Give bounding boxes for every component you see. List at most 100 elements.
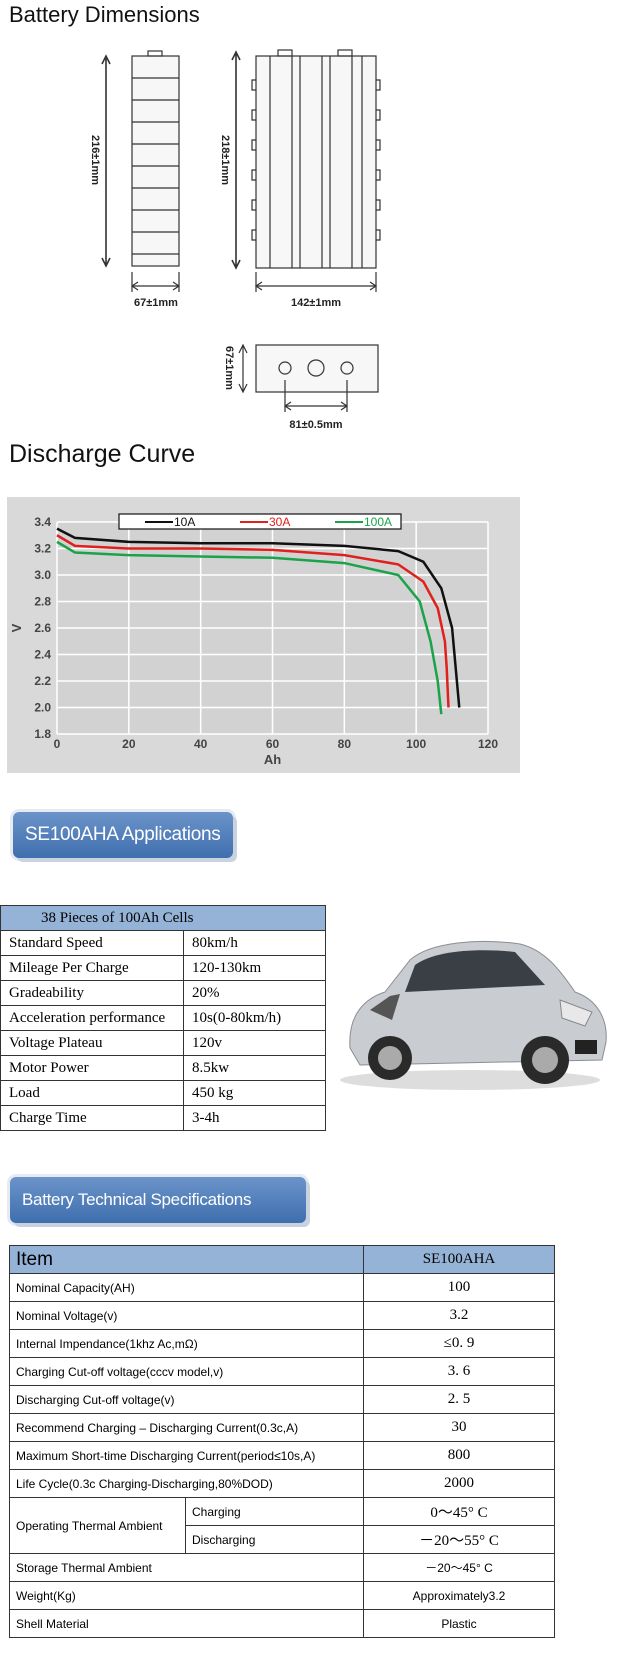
table-cell: Item bbox=[9, 1245, 364, 1274]
legend-label: 30A bbox=[269, 515, 290, 529]
table-cell: 38 Pieces of 100Ah Cells bbox=[0, 905, 326, 931]
dimension-label: 218±1mm bbox=[219, 135, 231, 185]
table-cell: 8.5kw bbox=[183, 1055, 326, 1081]
table-cell: Approximately3.2 bbox=[363, 1581, 555, 1610]
table-cell: Charge Time bbox=[0, 1105, 184, 1131]
table-row: Nominal Capacity(AH) 100 bbox=[9, 1273, 555, 1302]
table-row: Nominal Voltage(v) 3.2 bbox=[9, 1301, 555, 1330]
data-line bbox=[56, 527, 461, 708]
table-row: Discharging Cut-off voltage(v) 2. 5 bbox=[9, 1385, 555, 1414]
table-row: 38 Pieces of 100Ah Cells bbox=[0, 905, 326, 931]
table-cell: Nominal Capacity(AH) bbox=[9, 1273, 364, 1302]
table-row: Gradeability 20% bbox=[0, 980, 326, 1006]
table-cell: Discharging bbox=[185, 1525, 364, 1554]
data-line bbox=[56, 534, 450, 708]
table-row: Charge Time 3-4h bbox=[0, 1105, 326, 1131]
table-cell: 450 kg bbox=[183, 1080, 326, 1106]
y-tick-label: 1.8 bbox=[34, 727, 51, 741]
table-cell: ≤0. 9 bbox=[363, 1329, 555, 1358]
dimension-label: 67±1mm bbox=[223, 346, 235, 390]
y-tick-label: 2.0 bbox=[34, 701, 51, 715]
x-tick-label: 120 bbox=[478, 737, 498, 751]
dimension-label: 81±0.5mm bbox=[289, 419, 342, 431]
table-cell: 20% bbox=[183, 980, 326, 1006]
table-cell: Mileage Per Charge bbox=[0, 955, 184, 981]
data-line bbox=[56, 540, 443, 715]
table-cell: Load bbox=[0, 1080, 184, 1106]
table-row: Standard Speed 80km/h bbox=[0, 930, 326, 956]
table-row: Item SE100AHA bbox=[9, 1245, 555, 1274]
table-cell: 120-130km bbox=[183, 955, 326, 981]
section-button: Battery Technical Specifications bbox=[10, 1177, 306, 1223]
table-cell: Nominal Voltage(v) bbox=[9, 1301, 364, 1330]
table-row: Internal Impendance(1khz Ac,mΩ) ≤0. 9 bbox=[9, 1329, 555, 1358]
table-cell: Operating Thermal Ambient bbox=[9, 1497, 186, 1554]
table-cell: Acceleration performance bbox=[0, 1005, 184, 1031]
y-tick-label: 3.0 bbox=[34, 568, 51, 582]
table-cell: 30 bbox=[363, 1413, 555, 1442]
table-cell: Recommend Charging – Discharging Current… bbox=[9, 1413, 364, 1442]
table-cell: 3-4h bbox=[183, 1105, 326, 1131]
table-cell: 2. 5 bbox=[363, 1385, 555, 1414]
table-cell: Weight(Kg) bbox=[9, 1581, 364, 1610]
table-row: Weight(Kg) Approximately3.2 bbox=[9, 1581, 555, 1610]
legend-label: 100A bbox=[364, 515, 392, 529]
table-cell: Gradeability bbox=[0, 980, 184, 1006]
table-cell: Standard Speed bbox=[0, 930, 184, 956]
table-cell: 800 bbox=[363, 1441, 555, 1470]
table-cell: －20～55° C bbox=[363, 1525, 555, 1554]
table-cell: Discharging Cut-off voltage(v) bbox=[9, 1385, 364, 1414]
table-row: Load 450 kg bbox=[0, 1080, 326, 1106]
table-row: Life Cycle(0.3c Charging-Discharging,80%… bbox=[9, 1469, 555, 1498]
x-axis-label: Ah bbox=[264, 752, 281, 767]
table-cell: －20～45° C bbox=[363, 1553, 555, 1582]
y-tick-label: 2.6 bbox=[34, 621, 51, 635]
y-tick-label: 2.2 bbox=[34, 674, 51, 688]
section-button: SE100AHA Applications bbox=[13, 812, 233, 858]
table-row: Motor Power 8.5kw bbox=[0, 1055, 326, 1081]
discharge-chart: 3.4 3.2 3.0 2.8 2.6 2.4 2.2 2.0 1.80 20 40 60 80 100 1… bbox=[7, 497, 520, 773]
table-cell: SE100AHA bbox=[363, 1245, 555, 1274]
x-tick-label: 20 bbox=[122, 737, 136, 751]
dimension-label: 67±1mm bbox=[134, 297, 178, 309]
table-cell: Internal Impendance(1khz Ac,mΩ) bbox=[9, 1329, 364, 1358]
table-row: Operating Thermal Ambient Charging 0～45° C bbox=[9, 1497, 555, 1554]
dimension-drawing: 216±1mm 218±1mm 67±1mm 142±1mm 67±1mm 81… bbox=[89, 49, 381, 431]
x-tick-label: 0 bbox=[54, 737, 61, 751]
dimension-label: 142±1mm bbox=[291, 297, 341, 309]
table-cell: 3. 6 bbox=[363, 1357, 555, 1386]
x-tick-label: 60 bbox=[266, 737, 280, 751]
table-cell: Maximum Short-time Discharging Current(p… bbox=[9, 1441, 364, 1470]
table-row: Mileage Per Charge 120-130km bbox=[0, 955, 326, 981]
table-row: Storage Thermal Ambient －20～45° C bbox=[9, 1553, 555, 1582]
table-cell: Storage Thermal Ambient bbox=[9, 1553, 364, 1582]
y-axis-label: V bbox=[9, 623, 24, 632]
y-tick-label: 3.4 bbox=[34, 515, 51, 529]
applications-table: 38 Pieces of 100Ah Cells Standard Speed 80… bbox=[0, 905, 326, 1131]
table-row: Acceleration performance 10s(0-80km/h) bbox=[0, 1005, 326, 1031]
table-cell: Plastic bbox=[363, 1609, 555, 1638]
table-row: Shell Material Plastic bbox=[9, 1609, 555, 1638]
table-cell: 2000 bbox=[363, 1469, 555, 1498]
car-image bbox=[340, 940, 607, 1090]
dimension-label: 216±1mm bbox=[89, 135, 101, 185]
table-row: Voltage Plateau 120v bbox=[0, 1030, 326, 1056]
y-tick-label: 3.2 bbox=[34, 542, 51, 556]
x-tick-label: 40 bbox=[194, 737, 208, 751]
table-cell: 0～45° C bbox=[363, 1497, 555, 1526]
table-cell: Life Cycle(0.3c Charging-Discharging,80%… bbox=[9, 1469, 364, 1498]
section-title: Battery Dimensions bbox=[9, 2, 200, 27]
table-cell: 3.2 bbox=[363, 1301, 555, 1330]
table-row: Recommend Charging – Discharging Current… bbox=[9, 1413, 555, 1442]
table-cell: Charging Cut-off voltage(cccv model,v) bbox=[9, 1357, 364, 1386]
legend-label: 10A bbox=[174, 515, 195, 529]
table-cell: Motor Power bbox=[0, 1055, 184, 1081]
section-title: Discharge Curve bbox=[9, 440, 196, 468]
table-cell: 80km/h bbox=[183, 930, 326, 956]
table-cell: 10s(0-80km/h) bbox=[183, 1005, 326, 1031]
table-row: Maximum Short-time Discharging Current(p… bbox=[9, 1441, 555, 1470]
x-tick-label: 100 bbox=[406, 737, 426, 751]
table-cell: 120v bbox=[183, 1030, 326, 1056]
table-cell: Voltage Plateau bbox=[0, 1030, 184, 1056]
